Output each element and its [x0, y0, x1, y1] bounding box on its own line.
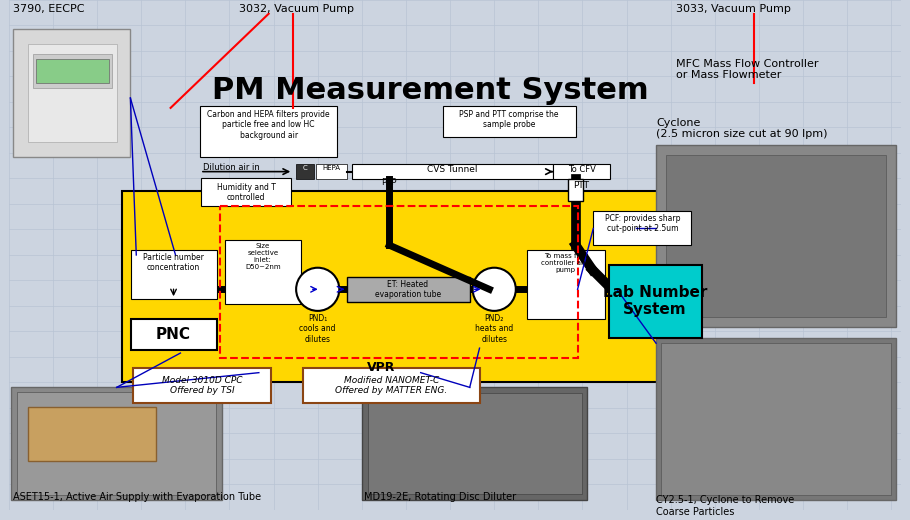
Text: CVS Tunnel: CVS Tunnel [427, 165, 478, 174]
Text: PM Measurement System: PM Measurement System [212, 76, 649, 106]
Text: CY2.5-1, Cyclone to Remove
Coarse Particles: CY2.5-1, Cyclone to Remove Coarse Partic… [656, 495, 794, 517]
Text: C: C [303, 165, 308, 171]
Bar [443, 106, 576, 137]
Bar [34, 54, 112, 88]
Bar [316, 164, 347, 179]
Text: VPR: VPR [368, 361, 396, 374]
Bar [11, 387, 222, 500]
Bar [200, 106, 338, 157]
Bar [303, 368, 480, 403]
Bar [527, 250, 605, 319]
Bar [201, 178, 291, 206]
Bar [28, 44, 116, 142]
Text: Model 3010D CPC
Offered by TSI: Model 3010D CPC Offered by TSI [162, 376, 242, 395]
Text: PND₁
cools and
dilutes: PND₁ cools and dilutes [299, 314, 336, 344]
Bar [131, 319, 217, 350]
Bar [368, 393, 581, 494]
Bar [219, 206, 578, 358]
Text: PSP: PSP [381, 178, 397, 188]
Bar [13, 30, 130, 157]
Bar [553, 164, 610, 179]
Bar [593, 211, 692, 245]
Text: ET: Heated
evaporation tube: ET: Heated evaporation tube [375, 280, 441, 299]
Text: PCF: provides sharp
cut-point at 2.5um: PCF: provides sharp cut-point at 2.5um [604, 214, 680, 233]
Bar [661, 343, 892, 495]
Text: Dilution air in: Dilution air in [203, 163, 259, 172]
Text: ASET15-1, Active Air Supply with Evaporation Tube: ASET15-1, Active Air Supply with Evapora… [13, 492, 261, 502]
Bar [134, 368, 270, 403]
Bar [656, 145, 896, 327]
Bar [296, 164, 314, 179]
Text: HEPA: HEPA [322, 165, 340, 171]
Bar [122, 191, 659, 383]
Bar [28, 407, 156, 461]
Bar [362, 387, 587, 500]
Circle shape [472, 268, 516, 311]
Bar [347, 277, 470, 302]
Circle shape [296, 268, 339, 311]
Text: To mass flow
controller and
pump: To mass flow controller and pump [541, 253, 591, 273]
Bar [225, 240, 301, 304]
Bar [352, 164, 553, 179]
Text: Size
selective
inlet:
D50~2nm: Size selective inlet: D50~2nm [245, 243, 280, 270]
Bar [609, 265, 703, 339]
Text: Cyclone
(2.5 micron size cut at 90 lpm): Cyclone (2.5 micron size cut at 90 lpm) [656, 118, 827, 139]
Text: Lab Number
System: Lab Number System [602, 285, 707, 317]
Text: To CFV: To CFV [568, 165, 595, 174]
Bar [666, 155, 886, 317]
Text: PNC: PNC [156, 327, 191, 342]
Text: PSP and PTT comprise the
sample probe: PSP and PTT comprise the sample probe [460, 110, 559, 129]
Text: Modified NANOMET-C
Offered by MATTER ENG.: Modified NANOMET-C Offered by MATTER ENG… [335, 376, 448, 395]
Text: Carbon and HEPA filters provide
particle free and low HC
background air: Carbon and HEPA filters provide particle… [207, 110, 330, 140]
Text: Humidity and T
controlled: Humidity and T controlled [217, 183, 276, 202]
Text: MD19-2E, Rotating Disc Diluter: MD19-2E, Rotating Disc Diluter [364, 492, 516, 502]
Bar [16, 392, 216, 495]
Bar [568, 179, 583, 201]
Text: 3790, EECPC: 3790, EECPC [13, 4, 85, 14]
Text: 3033, Vacuum Pump: 3033, Vacuum Pump [675, 4, 791, 14]
Text: PND₂
heats and
dilutes: PND₂ heats and dilutes [475, 314, 513, 344]
Text: MFC Mass Flow Controller
or Mass Flowmeter: MFC Mass Flow Controller or Mass Flowmet… [675, 59, 818, 81]
Bar [36, 59, 109, 83]
Text: 3032, Vacuum Pump: 3032, Vacuum Pump [239, 4, 354, 14]
Bar [656, 339, 896, 500]
Text: PTT: PTT [572, 181, 589, 190]
Text: Particle number
concentration: Particle number concentration [143, 253, 204, 272]
Bar [131, 250, 217, 299]
